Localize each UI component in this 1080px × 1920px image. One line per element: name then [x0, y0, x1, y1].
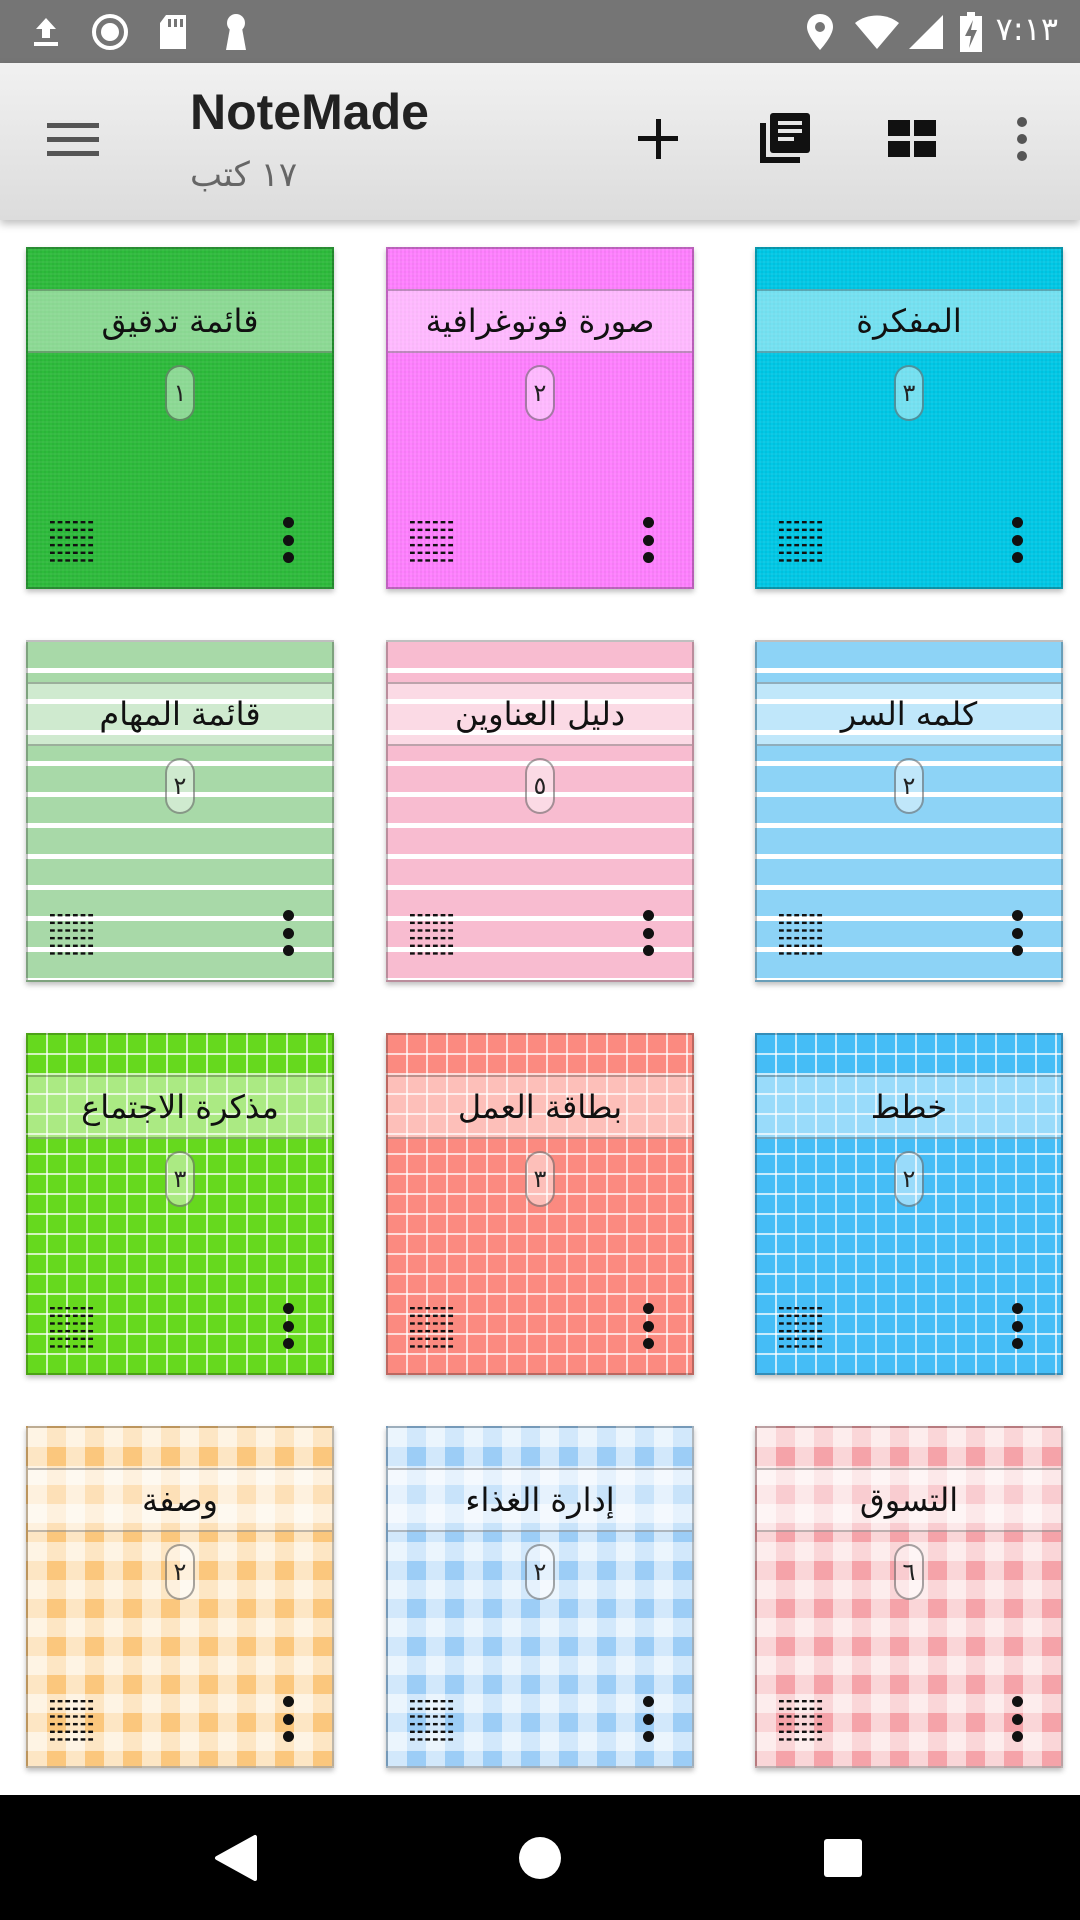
add-icon[interactable] [618, 99, 698, 179]
battery-charging-icon [958, 12, 984, 52]
drag-handle-icon[interactable] [779, 914, 823, 958]
drag-handle-icon[interactable] [779, 1700, 823, 1744]
note-count-badge: ٣ [894, 365, 924, 421]
note-count-badge: ٥ [525, 758, 555, 814]
notebook-title: قائمة المهام [28, 682, 332, 746]
location-icon [800, 12, 840, 52]
notebook-grid: المفكرة ٣ صورة فوتوغرافية ٢ قائمة تدقيق ١ كلمه… [0, 240, 1080, 1795]
note-count-badge: ٢ [525, 1544, 555, 1600]
navigation-bar [0, 1795, 1080, 1920]
note-count-badge: ٦ [894, 1544, 924, 1600]
note-count-badge: ٢ [894, 1151, 924, 1207]
notebook-more-icon[interactable] [1009, 1303, 1025, 1349]
notebook-card[interactable]: قائمة تدقيق ١ [26, 247, 334, 589]
notebook-more-icon[interactable] [640, 910, 656, 956]
notebook-title: كلمه السر [757, 682, 1061, 746]
app-bar: NoteMade ١٧ كتب [0, 63, 1080, 220]
notebook-more-icon[interactable] [280, 517, 296, 563]
notebook-more-icon[interactable] [1009, 910, 1025, 956]
notebook-card[interactable]: خطط ٢ [755, 1033, 1063, 1375]
notebook-card[interactable]: إدارة الغذاء ٢ [386, 1426, 694, 1768]
recents-icon[interactable] [810, 1825, 876, 1891]
back-icon[interactable] [202, 1825, 268, 1891]
menu-icon[interactable] [33, 99, 113, 179]
notebook-title: قائمة تدقيق [28, 289, 332, 353]
note-count-badge: ٢ [165, 758, 195, 814]
notebook-card[interactable]: كلمه السر ٢ [755, 640, 1063, 982]
notebook-title: صورة فوتوغرافية [388, 289, 692, 353]
book-count: ١٧ كتب [190, 155, 298, 195]
keyhole-icon [216, 12, 256, 52]
drag-handle-icon[interactable] [50, 521, 94, 565]
app-title: NoteMade [190, 84, 429, 140]
notebook-title: وصفة [28, 1468, 332, 1532]
notebook-title: المفكرة [757, 289, 1061, 353]
status-time: ٧:١٣ [995, 10, 1058, 48]
upload-icon [26, 12, 66, 52]
notebook-more-icon[interactable] [1009, 1696, 1025, 1742]
notebook-more-icon[interactable] [280, 1303, 296, 1349]
notebook-more-icon[interactable] [640, 517, 656, 563]
note-count-badge: ١ [165, 365, 195, 421]
drag-handle-icon[interactable] [50, 914, 94, 958]
notebook-card[interactable]: صورة فوتوغرافية ٢ [386, 247, 694, 589]
notebook-more-icon[interactable] [1009, 517, 1025, 563]
note-count-badge: ٣ [525, 1151, 555, 1207]
notebook-card[interactable]: بطاقة العمل ٣ [386, 1033, 694, 1375]
drag-handle-icon[interactable] [410, 1307, 454, 1351]
notebook-title: مذكرة الاجتماع [28, 1075, 332, 1139]
drag-handle-icon[interactable] [410, 521, 454, 565]
drag-handle-icon[interactable] [779, 521, 823, 565]
wifi-icon [852, 12, 902, 52]
notebook-card[interactable]: المفكرة ٣ [755, 247, 1063, 589]
drag-handle-icon[interactable] [50, 1307, 94, 1351]
notebook-card[interactable]: دليل العناوين ٥ [386, 640, 694, 982]
notebooks-icon[interactable] [744, 99, 824, 179]
notebook-title: دليل العناوين [388, 682, 692, 746]
notebook-card[interactable]: قائمة المهام ٢ [26, 640, 334, 982]
notebook-title: بطاقة العمل [388, 1075, 692, 1139]
notebook-more-icon[interactable] [640, 1696, 656, 1742]
notebook-title: إدارة الغذاء [388, 1468, 692, 1532]
grid-view-icon[interactable] [872, 99, 952, 179]
drag-handle-icon[interactable] [50, 1700, 94, 1744]
note-count-badge: ٣ [165, 1151, 195, 1207]
signal-icon [906, 12, 946, 52]
notebook-more-icon[interactable] [280, 1696, 296, 1742]
note-count-badge: ٢ [525, 365, 555, 421]
more-vert-icon[interactable] [982, 99, 1062, 179]
notebook-more-icon[interactable] [640, 1303, 656, 1349]
notebook-title: خطط [757, 1075, 1061, 1139]
notebook-title: التسوق [757, 1468, 1061, 1532]
sd-card-icon [153, 12, 193, 52]
drag-handle-icon[interactable] [779, 1307, 823, 1351]
notebook-card[interactable]: مذكرة الاجتماع ٣ [26, 1033, 334, 1375]
notebook-card[interactable]: وصفة ٢ [26, 1426, 334, 1768]
drag-handle-icon[interactable] [410, 1700, 454, 1744]
record-icon [90, 12, 130, 52]
status-bar: ٧:١٣ [0, 0, 1080, 63]
home-icon[interactable] [507, 1825, 573, 1891]
note-count-badge: ٢ [894, 758, 924, 814]
drag-handle-icon[interactable] [410, 914, 454, 958]
notebook-more-icon[interactable] [280, 910, 296, 956]
note-count-badge: ٢ [165, 1544, 195, 1600]
notebook-card[interactable]: التسوق ٦ [755, 1426, 1063, 1768]
